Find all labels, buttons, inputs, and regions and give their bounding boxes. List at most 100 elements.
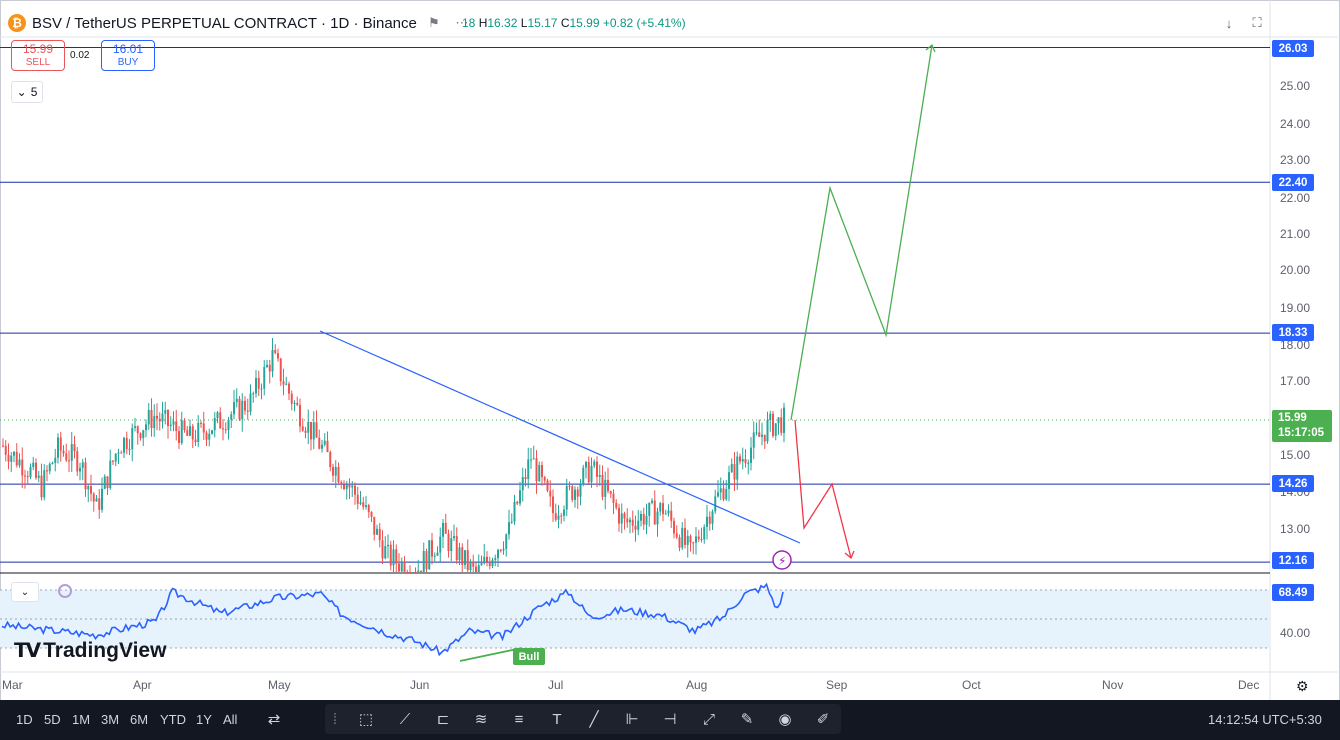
candle-body [103,476,106,489]
candle-body [257,377,260,389]
flag-icon[interactable]: ⚑ [428,15,440,30]
candle-body [381,540,384,559]
candle-body [200,422,202,424]
candle-body [359,502,362,504]
candle-body [332,467,334,476]
candle-body [535,458,538,482]
candle-body [703,526,706,540]
candle-body [722,488,725,500]
chart-canvas[interactable]: ⚡ [0,0,1340,700]
level-label[interactable]: 14.26 [1272,475,1314,492]
candle-body [681,527,684,548]
fib-icon[interactable]: ≋ [474,711,488,728]
candle-body [480,563,483,566]
indicator-count: 5 [30,85,38,99]
candle-body [334,467,337,476]
drag-handle-icon[interactable]: ⁞ [332,710,338,728]
trendline-icon[interactable]: ⟋ [399,710,411,728]
candle-body [321,444,323,449]
ohlc-high-label: H [478,16,488,30]
brush-icon[interactable]: ✎ [740,711,754,728]
timeframe-6m[interactable]: 6M [130,712,149,727]
candle-body [76,451,79,472]
candle-body [101,488,103,510]
price-tick: 19.00 [1280,301,1311,315]
candle-body [37,475,40,478]
timeframe-1d[interactable]: 1D [16,712,33,727]
channel-icon[interactable]: ≡ [514,710,524,728]
fullscreen-icon[interactable]: ⛶ [1252,15,1262,30]
symbol-title[interactable]: BSV / TetherUS PERPETUAL CONTRACT · 1D ·… [32,14,417,32]
level-label[interactable]: 18.33 [1272,324,1314,341]
candle-body [431,540,433,557]
text-icon[interactable]: T [552,710,562,728]
candle-body [675,533,678,538]
candle-body [68,460,70,462]
level-label[interactable]: 22.40 [1272,174,1314,191]
level-label[interactable]: 12.16 [1272,552,1314,569]
candle-body [618,507,620,524]
candle-body [2,445,4,447]
bull-divergence-label: Bull [513,648,545,665]
candle-body [296,402,299,405]
date-range-icon[interactable]: ⇄ [267,711,281,728]
select-tool-icon[interactable]: ⬚ [358,711,374,728]
time-tick: Jun [410,678,430,692]
time-tick: Sep [826,678,848,692]
ohlc-open-tail: 18 [462,16,476,30]
buy-button[interactable]: 16.01 BUY [101,40,155,71]
level-label[interactable]: 26.03 [1272,40,1314,57]
line-icon[interactable]: ╱ [589,711,599,728]
candle-body [202,423,205,433]
candle-body [156,415,158,419]
oscillator-collapse-button[interactable]: ⌄ [11,582,39,602]
timeframe-3m[interactable]: 3M [101,712,120,727]
download-icon[interactable]: ↓ [1225,15,1233,31]
timeframe-1m[interactable]: 1M [72,712,91,727]
candle-body [92,493,95,502]
timeframe-5d[interactable]: 5D [44,712,61,727]
candle-body [354,485,356,495]
candle-body [508,522,510,535]
candle-body [656,511,659,525]
candle-body [147,409,150,425]
candle-body [524,477,527,480]
pencil-icon[interactable]: ✐ [816,711,830,728]
candle-body [73,444,76,452]
candle-body [213,417,216,431]
candle-body [725,488,728,500]
sell-button[interactable]: 15.99 SELL [11,40,65,71]
pattern-icon[interactable]: ⤢ [702,710,715,728]
more-icon[interactable]: ⋯ [455,15,469,30]
time-tick: Nov [1102,678,1124,692]
price-tick: 13.00 [1280,522,1311,536]
timeframe-1y[interactable]: 1Y [196,712,212,727]
candle-body [593,461,596,466]
ray-icon[interactable]: ⊏ [436,711,450,728]
candle-body [271,349,274,372]
eye-icon[interactable]: ◉ [778,711,792,728]
timeframe-all[interactable]: All [223,712,238,727]
candle-body [51,462,54,464]
candle-body [409,572,411,573]
candle-body [81,462,84,468]
ohlc-close: 15.99 [569,16,600,30]
top-right-tools: ↓ ⛶ [1218,12,1268,34]
candle-body [246,410,249,412]
candle-body [123,437,125,453]
indicators-toggle[interactable]: ⌄ 5 [11,81,43,103]
timeframe-ytd[interactable]: YTD [160,712,186,727]
candle-body [197,422,200,443]
measure-icon[interactable]: ⊣ [663,711,677,728]
candle-body [307,422,310,433]
candle-body [717,492,719,497]
symbol-header[interactable]: ₿ BSV / TetherUS PERPETUAL CONTRACT · 1D… [8,10,473,36]
candle-body [607,479,609,492]
candle-body [565,486,568,510]
candle-body [134,426,136,428]
long-position-icon[interactable]: ⊩ [625,711,639,728]
candle-body [499,549,502,551]
candle-body [494,558,497,560]
candle-body [483,556,486,564]
settings-icon[interactable]: ⚙ [1296,678,1309,694]
